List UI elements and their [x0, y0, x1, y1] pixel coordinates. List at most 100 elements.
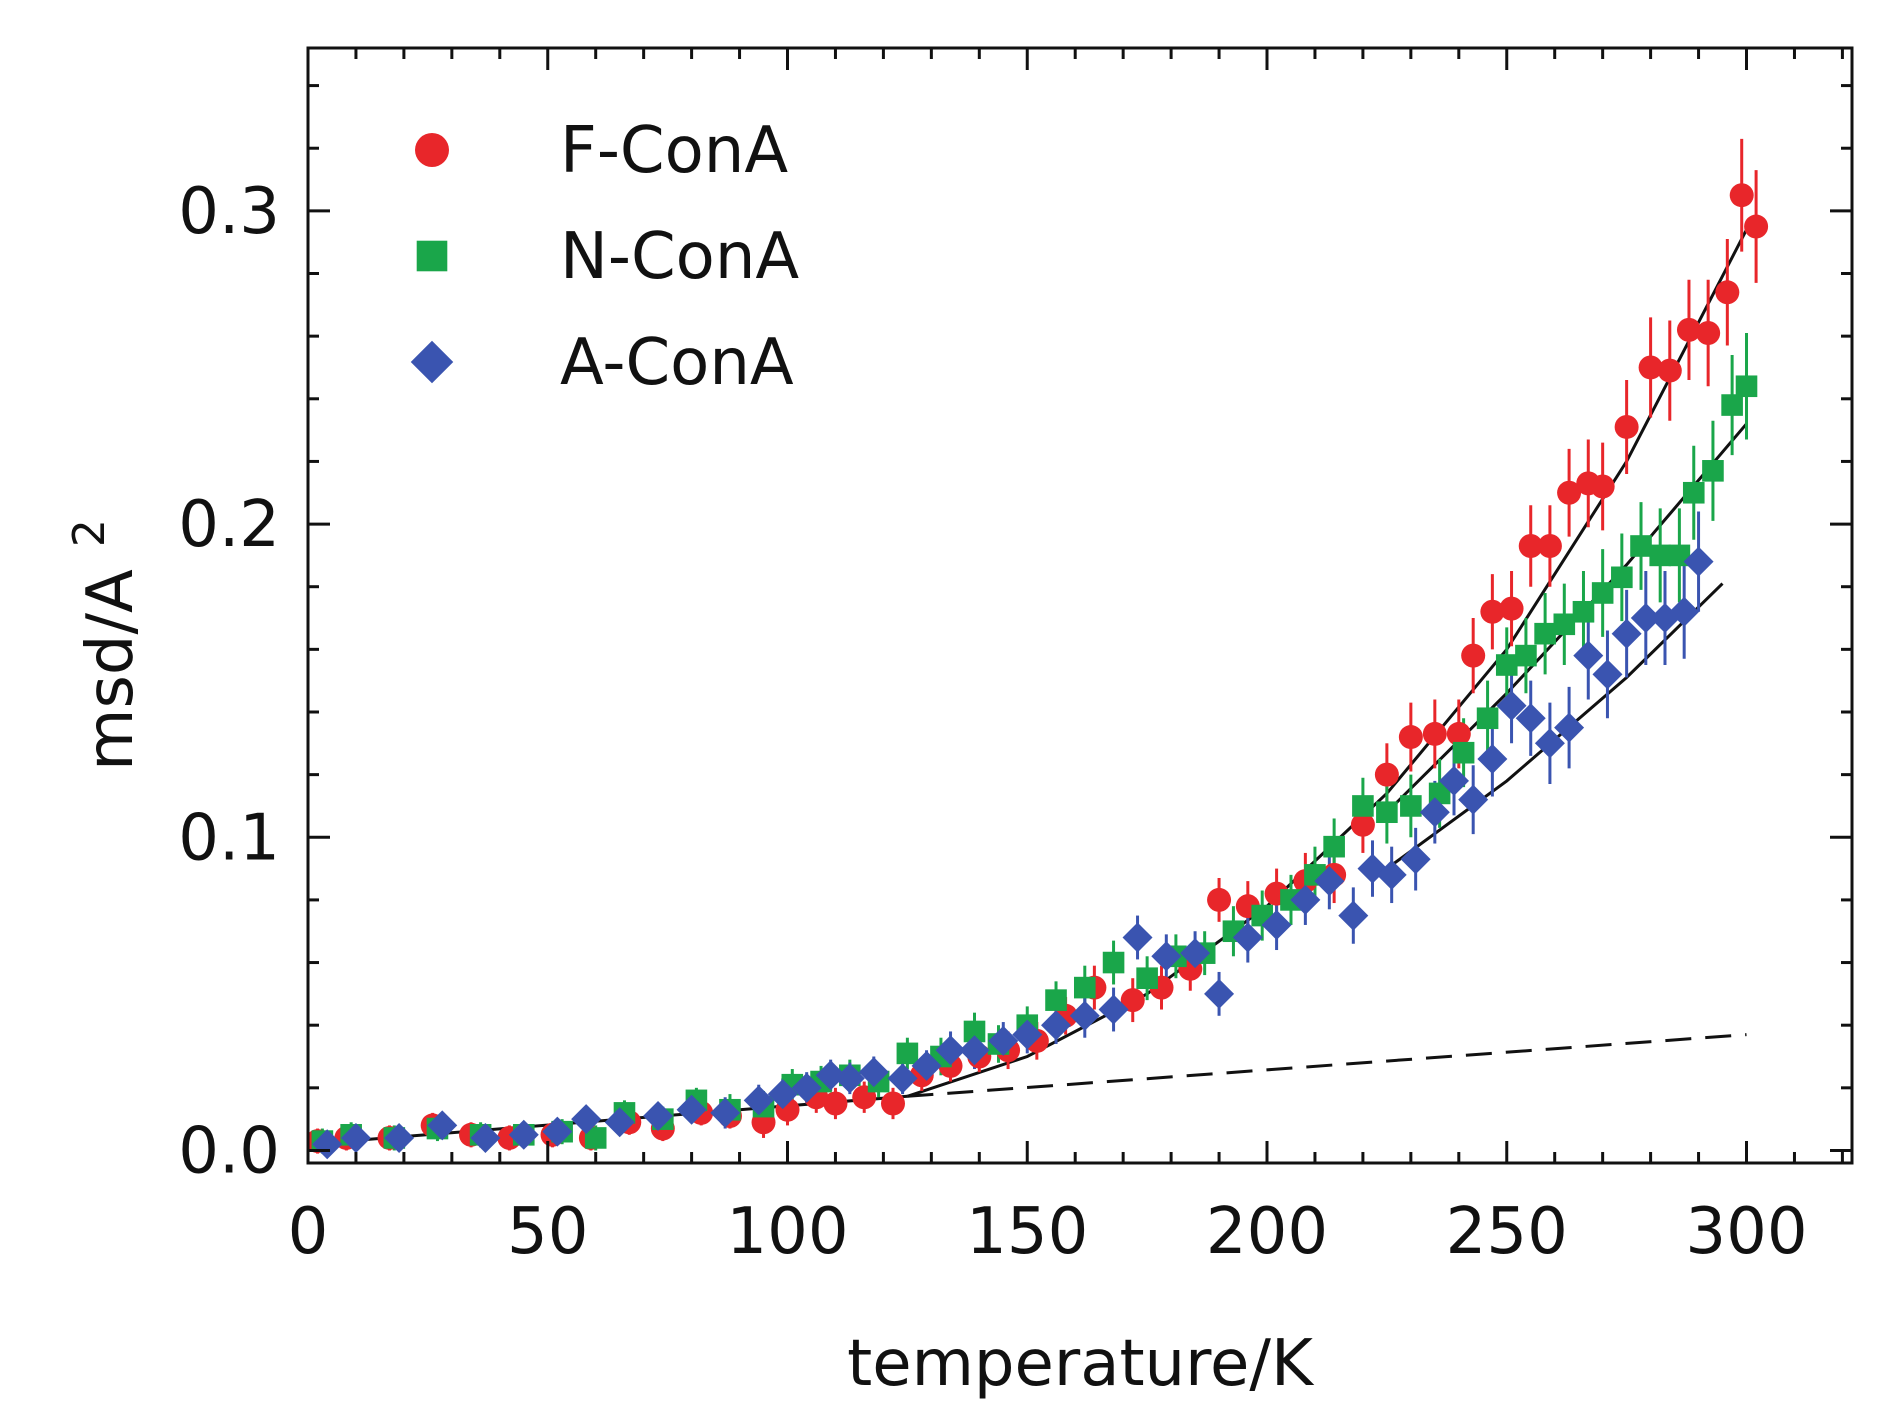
y-tick-label: 0.2: [178, 488, 280, 562]
data-points: [308, 183, 1769, 1160]
a-cona-point: [340, 1122, 371, 1153]
a-cona-point: [1573, 640, 1604, 671]
a-cona-legend-label: A-ConA: [560, 326, 794, 400]
f-cona-point: [1638, 355, 1663, 380]
y-tick-label: 0.0: [178, 1114, 280, 1188]
tick-labels: 0 50 100 150 200 250 300 0.0 0.1 0.2 0.3: [178, 175, 1807, 1269]
n-cona-point: [1534, 622, 1556, 645]
a-cona-point: [508, 1119, 539, 1150]
fit-line: [907, 1033, 1747, 1098]
a-cona-point: [1204, 978, 1235, 1009]
f-cona-point: [1715, 280, 1740, 305]
f-cona-point: [1537, 533, 1562, 558]
f-cona-point: [1557, 480, 1582, 505]
f-cona-point: [1676, 317, 1701, 342]
a-cona-point: [1338, 900, 1369, 931]
y-tick-label: 0.1: [178, 801, 280, 875]
a-cona-point: [1098, 994, 1129, 1025]
x-axis-label: temperature/K: [847, 1327, 1315, 1401]
a-cona-point: [1151, 941, 1182, 972]
a-cona-point: [1683, 546, 1714, 577]
legend: F-ConA N-ConA A-ConA: [410, 114, 799, 400]
f-cona-point: [1729, 183, 1754, 208]
n-cona-point: [1572, 600, 1595, 623]
a-cona-point: [1069, 1000, 1100, 1031]
a-cona-point: [571, 1104, 602, 1135]
n-cona-point: [1682, 481, 1705, 504]
x-tick-label: 200: [1206, 1195, 1328, 1269]
f-cona-point: [1696, 321, 1721, 346]
n-cona-point: [584, 1127, 607, 1149]
f-cona-point: [1657, 358, 1682, 383]
a-cona-point: [1290, 884, 1321, 915]
a-cona-point: [1630, 603, 1661, 634]
a-cona-point: [1041, 1010, 1072, 1041]
a-cona-point: [710, 1097, 741, 1128]
x-tick-label: 150: [966, 1195, 1088, 1269]
n-cona-point: [1721, 394, 1743, 416]
n-cona-point: [1591, 582, 1614, 604]
f-cona-point: [823, 1091, 848, 1116]
f-cona-point: [1422, 721, 1447, 746]
n-cona-point: [1515, 644, 1537, 667]
n-cona-point: [1611, 566, 1633, 589]
a-cona-legend-marker: [410, 340, 454, 384]
a-cona-point: [1554, 712, 1585, 743]
f-cona-point: [1590, 474, 1615, 499]
y-axis-label: msd/A 2: [64, 519, 148, 771]
a-cona-point: [1515, 703, 1546, 734]
a-cona-point: [791, 1072, 822, 1103]
a-cona-point: [1314, 866, 1345, 897]
y-axis-label-superscript: 2: [64, 519, 115, 547]
a-cona-point: [643, 1101, 674, 1132]
a-cona-point: [834, 1063, 865, 1094]
n-cona-point: [1352, 795, 1374, 817]
f-cona-point: [1744, 214, 1769, 239]
a-cona-point: [1261, 909, 1292, 940]
n-cona-point: [1136, 967, 1158, 990]
n-cona-point: [1649, 544, 1671, 567]
n-cona-point: [1735, 375, 1758, 398]
n-cona-point: [963, 1020, 986, 1043]
a-cona-point: [470, 1122, 501, 1153]
n-cona-point: [1630, 535, 1652, 557]
a-cona-point: [988, 1025, 1019, 1056]
x-tick-label: 100: [726, 1195, 848, 1269]
n-cona-point: [1400, 795, 1422, 817]
a-cona-point: [911, 1050, 942, 1081]
a-cona-point: [1611, 618, 1642, 649]
a-cona-point: [743, 1085, 774, 1116]
x-tick-label: 50: [507, 1195, 588, 1269]
n-cona-legend-marker: [416, 240, 448, 272]
f-cona-point: [880, 1091, 905, 1116]
n-cona-point: [1102, 951, 1125, 974]
f-cona-point: [1446, 721, 1471, 746]
a-cona-point: [604, 1107, 635, 1138]
n-cona-point: [1073, 976, 1096, 999]
a-cona-point: [858, 1057, 889, 1088]
a-cona-point: [815, 1060, 846, 1091]
a-cona-point: [767, 1079, 798, 1110]
y-tick-label: 0.3: [178, 175, 280, 249]
a-cona-point: [1458, 784, 1489, 815]
n-cona-point: [1045, 989, 1067, 1011]
f-cona-point: [1499, 596, 1524, 621]
a-cona-point: [1232, 922, 1263, 953]
x-tick-label: 250: [1446, 1195, 1568, 1269]
f-cona-legend-label: F-ConA: [560, 114, 788, 188]
a-cona-point: [427, 1110, 458, 1141]
a-cona-point: [1534, 728, 1565, 759]
f-cona-point: [1120, 988, 1145, 1013]
a-cona-point: [887, 1063, 918, 1094]
a-cona-point: [1592, 659, 1623, 690]
f-cona-point: [1518, 533, 1543, 558]
a-cona-point: [1012, 1019, 1043, 1050]
a-cona-point: [935, 1035, 966, 1066]
y-axis-label-text: msd/A: [74, 569, 148, 771]
a-cona-point: [1400, 844, 1431, 875]
x-tick-label: 0: [288, 1195, 329, 1269]
f-cona-point: [1374, 762, 1399, 787]
f-cona-legend-marker: [415, 133, 449, 167]
f-cona-point: [1350, 812, 1375, 837]
n-cona-point: [1452, 741, 1475, 764]
